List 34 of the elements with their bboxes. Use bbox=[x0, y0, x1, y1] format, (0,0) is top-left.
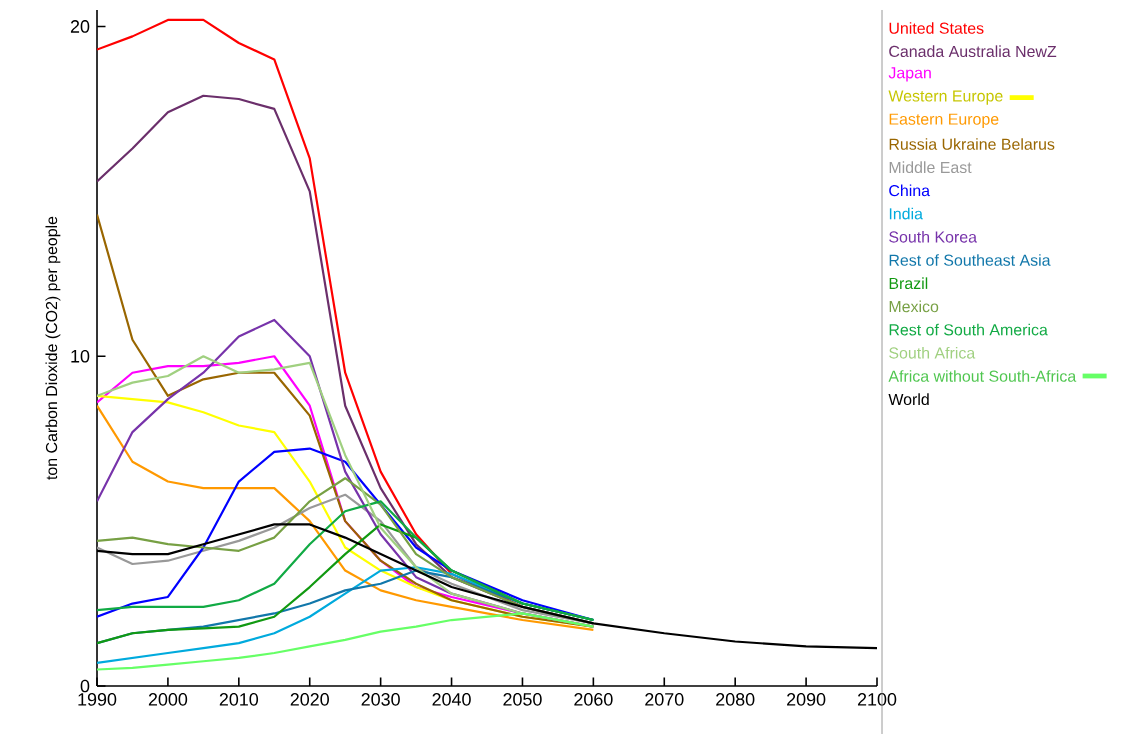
x-tick-label: 2090 bbox=[787, 692, 826, 706]
text: Russia Ukraine Belarus bbox=[889, 137, 1055, 150]
legend-label: Africa without South-Africa bbox=[888, 369, 1077, 382]
x-tick-label: 2040 bbox=[432, 692, 471, 706]
x-tick-label: 2010 bbox=[219, 692, 259, 706]
y-tick-label: 20 bbox=[70, 19, 90, 33]
text: World bbox=[888, 393, 929, 405]
line-series bbox=[97, 612, 595, 671]
legend-label: Western Europe bbox=[888, 90, 1003, 105]
text: India bbox=[889, 207, 923, 220]
x-tick-label: 2030 bbox=[361, 692, 400, 706]
x-tick-label: 2080 bbox=[716, 692, 755, 706]
text: Canada Australia NewZ bbox=[889, 45, 1057, 57]
x-tick-label: 2000 bbox=[148, 692, 188, 706]
text: Eastern Europe bbox=[889, 113, 999, 128]
x-tick-label: 2020 bbox=[290, 692, 329, 706]
text: Mexico bbox=[889, 300, 939, 313]
text: Rest of Southeast Asia bbox=[889, 253, 1051, 266]
text: South Korea bbox=[889, 230, 978, 243]
y-axis-title: ton Carbon Dioxide (CO2) per people bbox=[45, 216, 61, 480]
x-tick-label: 2060 bbox=[574, 692, 613, 706]
x-tick-label: 2050 bbox=[503, 692, 542, 706]
y-tick-label: 10 bbox=[71, 349, 90, 363]
text: Middle East bbox=[889, 161, 972, 173]
x-tick-label: 2070 bbox=[645, 692, 684, 706]
x-tick-label: 2100 bbox=[857, 692, 897, 706]
text: China bbox=[889, 184, 931, 197]
text: South Africa bbox=[889, 346, 976, 359]
text: Rest of South America bbox=[889, 323, 1048, 336]
y-tick-label: 0 bbox=[80, 679, 90, 693]
text: Brazil bbox=[889, 277, 928, 289]
text: United States bbox=[889, 21, 984, 34]
x-tick-label: 1990 bbox=[78, 692, 117, 706]
text: Japan bbox=[888, 67, 931, 82]
